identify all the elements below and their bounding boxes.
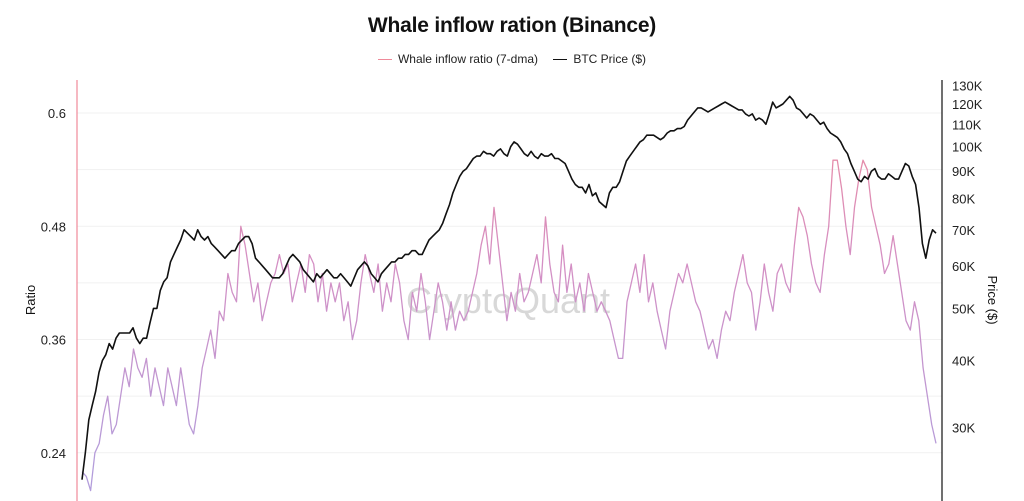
left-axis-ticks: 0.24 0.36 0.48 0.6 (41, 106, 66, 461)
grid-lines (77, 112, 942, 454)
chart-title: Whale inflow ration (Binance) (367, 14, 657, 37)
series-layer (81, 95, 937, 492)
legend-label-price: BTC Price ($) (573, 52, 647, 67)
right-tick-label: 130K (952, 78, 983, 93)
right-tick-label: 100K (952, 140, 983, 155)
series-line-btc-price (81, 95, 937, 480)
right-tick-label: 110K (952, 117, 982, 132)
legend-label-ratio: Whale inflow ratio (7-dma) (397, 52, 538, 67)
right-tick-label: 30K (952, 421, 975, 436)
right-tick-label: 120K (952, 97, 983, 112)
left-tick-label: 0.36 (41, 333, 66, 348)
legend: Whale inflow ratio (7-dma) BTC Price ($) (0, 49, 1024, 66)
legend-item-price[interactable]: BTC Price ($) (553, 52, 646, 66)
right-tick-label: 90K (952, 164, 975, 179)
left-tick-label: 0.48 (41, 219, 66, 234)
right-axis-ticks: 30K 40K 50K 60K 70K 80K 90K 100K 110K 120K 130K (952, 78, 983, 435)
left-tick-label: 0.24 (41, 446, 66, 461)
left-tick-label: 0.6 (48, 106, 66, 121)
right-tick-label: 70K (952, 223, 975, 238)
left-axis-label: Ratio (23, 285, 38, 315)
right-axis-label: Price ($) (985, 275, 1000, 324)
right-tick-label: 60K (952, 259, 975, 274)
series-line-whale-ratio (81, 159, 937, 492)
right-tick-label: 80K (952, 192, 975, 207)
right-tick-label: 40K (952, 353, 975, 368)
legend-swatch-ratio (377, 58, 392, 60)
legend-item-ratio[interactable]: Whale inflow ratio (7-dma) (377, 52, 538, 67)
right-tick-label: 50K (952, 301, 975, 316)
legend-swatch-price (553, 58, 568, 60)
